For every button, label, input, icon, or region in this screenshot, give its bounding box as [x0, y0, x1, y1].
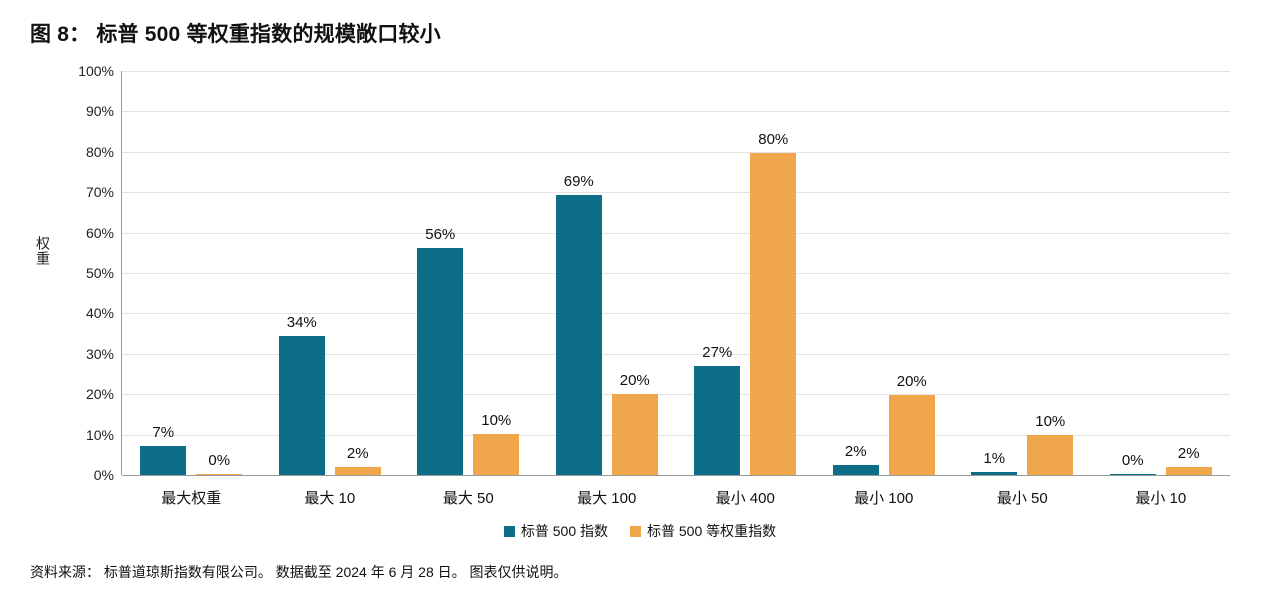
bar: 10%: [473, 412, 520, 475]
x-axis-line: [122, 475, 1230, 476]
bar: 7%: [140, 424, 187, 475]
bar: 56%: [417, 226, 464, 475]
bar-value-label: 10%: [1035, 412, 1066, 430]
legend: 标普 500 指数 标普 500 等权重指数: [0, 521, 1280, 541]
gridline: [122, 394, 1230, 396]
bar: 10%: [1027, 413, 1074, 475]
bar-value-label: 27%: [702, 344, 733, 362]
bar-value-label: 0%: [208, 452, 231, 470]
bar-group: 7% 0%: [122, 71, 261, 475]
bar-value-label: 20%: [619, 372, 650, 390]
x-axis-category-label: 最大 50: [442, 490, 494, 507]
y-axis-tick-label: 100%: [78, 63, 114, 79]
bar: 2%: [832, 443, 879, 475]
x-axis-category-label: 最小 50: [996, 490, 1048, 507]
bar-value-label: 0%: [1121, 452, 1144, 470]
legend-swatch-icon: [503, 525, 515, 537]
y-axis-tick-label: 10%: [85, 426, 114, 443]
legend-label: 标普 500 指数: [520, 523, 608, 539]
gridline: [122, 151, 1230, 153]
x-axis-category-label: 最小 400: [715, 490, 775, 507]
y-axis-tick-label: 70%: [85, 184, 114, 201]
y-axis-tick-label: 40%: [85, 305, 114, 322]
gridline: [122, 434, 1230, 436]
y-axis-label: 权重: [35, 236, 51, 266]
bar-value-label: 2%: [346, 444, 369, 462]
bar-value-label: 20%: [896, 372, 927, 390]
legend-item[interactable]: 标普 500 指数: [503, 521, 608, 541]
x-axis-category-label: 最大 10: [304, 490, 356, 507]
y-axis-tick-label: 20%: [85, 386, 114, 403]
gridline: [122, 273, 1230, 274]
y-axis-tick-label: 0%: [93, 467, 114, 483]
y-axis-tick-label: 90%: [85, 103, 114, 120]
y-axis-line: [121, 71, 122, 475]
bar-value-label: 2%: [844, 443, 867, 461]
gridline: [122, 232, 1230, 234]
source-note: 资料来源： 标普道琼斯指数有限公司。 数据截至 2024 年 6 月 28 日。…: [30, 564, 568, 580]
gridline: [122, 111, 1230, 113]
bar: 69%: [555, 173, 602, 475]
bar-value-label: 1%: [983, 449, 1006, 467]
gridline: [122, 192, 1230, 194]
bar: 2%: [334, 445, 381, 475]
bar-value-label: 69%: [563, 173, 594, 191]
bar-value-label: 2%: [1177, 444, 1200, 462]
y-axis-tick-label: 30%: [85, 345, 114, 362]
x-axis-category-label: 最小 100: [854, 490, 914, 507]
bar-group: 56% 10%: [399, 71, 538, 475]
bar-value-label: 7%: [152, 423, 175, 441]
bar-group: 1% 10%: [953, 71, 1092, 475]
bars-layer: 7% 0% 34% 2% 56% 10% 69% 20% 27% 80% 2% 20% 1% 10% 0% 2…: [122, 71, 1230, 475]
bar: 20%: [888, 373, 935, 475]
x-axis-category-label: 最大 100: [577, 490, 637, 507]
bar: 2%: [1165, 445, 1212, 475]
bar: 0%: [196, 452, 243, 475]
bar: 80%: [750, 131, 797, 475]
x-axis-category-label: 最大权重: [161, 490, 222, 507]
bar: 20%: [611, 372, 658, 475]
y-axis-tick-label: 50%: [85, 265, 114, 281]
legend-label: 标普 500 等权重指数: [647, 523, 777, 539]
bar-value-label: 56%: [425, 225, 456, 243]
bar: 34%: [278, 314, 325, 475]
bar-group: 2% 20%: [815, 71, 954, 475]
y-axis-ticks: 0% 10% 20% 30% 40% 50% 60% 70% 80% 90% 100%: [62, 0, 114, 608]
page-title: 图 8： 标普 500 等权重指数的规模敞口较小: [30, 23, 441, 46]
y-axis-tick-label: 60%: [85, 224, 114, 241]
bar: 0%: [1109, 452, 1156, 475]
bar-value-label: 10%: [481, 412, 512, 430]
bar: 1%: [971, 450, 1018, 475]
bar-group: 27% 80%: [676, 71, 815, 475]
x-axis-category-label: 最小 10: [1135, 490, 1187, 507]
y-axis-tick-label: 80%: [85, 143, 114, 160]
bar-group: 34% 2%: [261, 71, 400, 475]
bar-group: 69% 20%: [538, 71, 677, 475]
bar-value-label: 34%: [286, 314, 317, 332]
gridline: [122, 313, 1230, 315]
bar: 27%: [694, 344, 741, 475]
bar-value-label: 80%: [758, 130, 789, 148]
gridline: [122, 71, 1230, 72]
legend-swatch-icon: [630, 525, 641, 537]
legend-item[interactable]: 标普 500 等权重指数: [630, 521, 776, 541]
gridline: [122, 353, 1230, 355]
bar-group: 0% 2%: [1092, 71, 1231, 475]
